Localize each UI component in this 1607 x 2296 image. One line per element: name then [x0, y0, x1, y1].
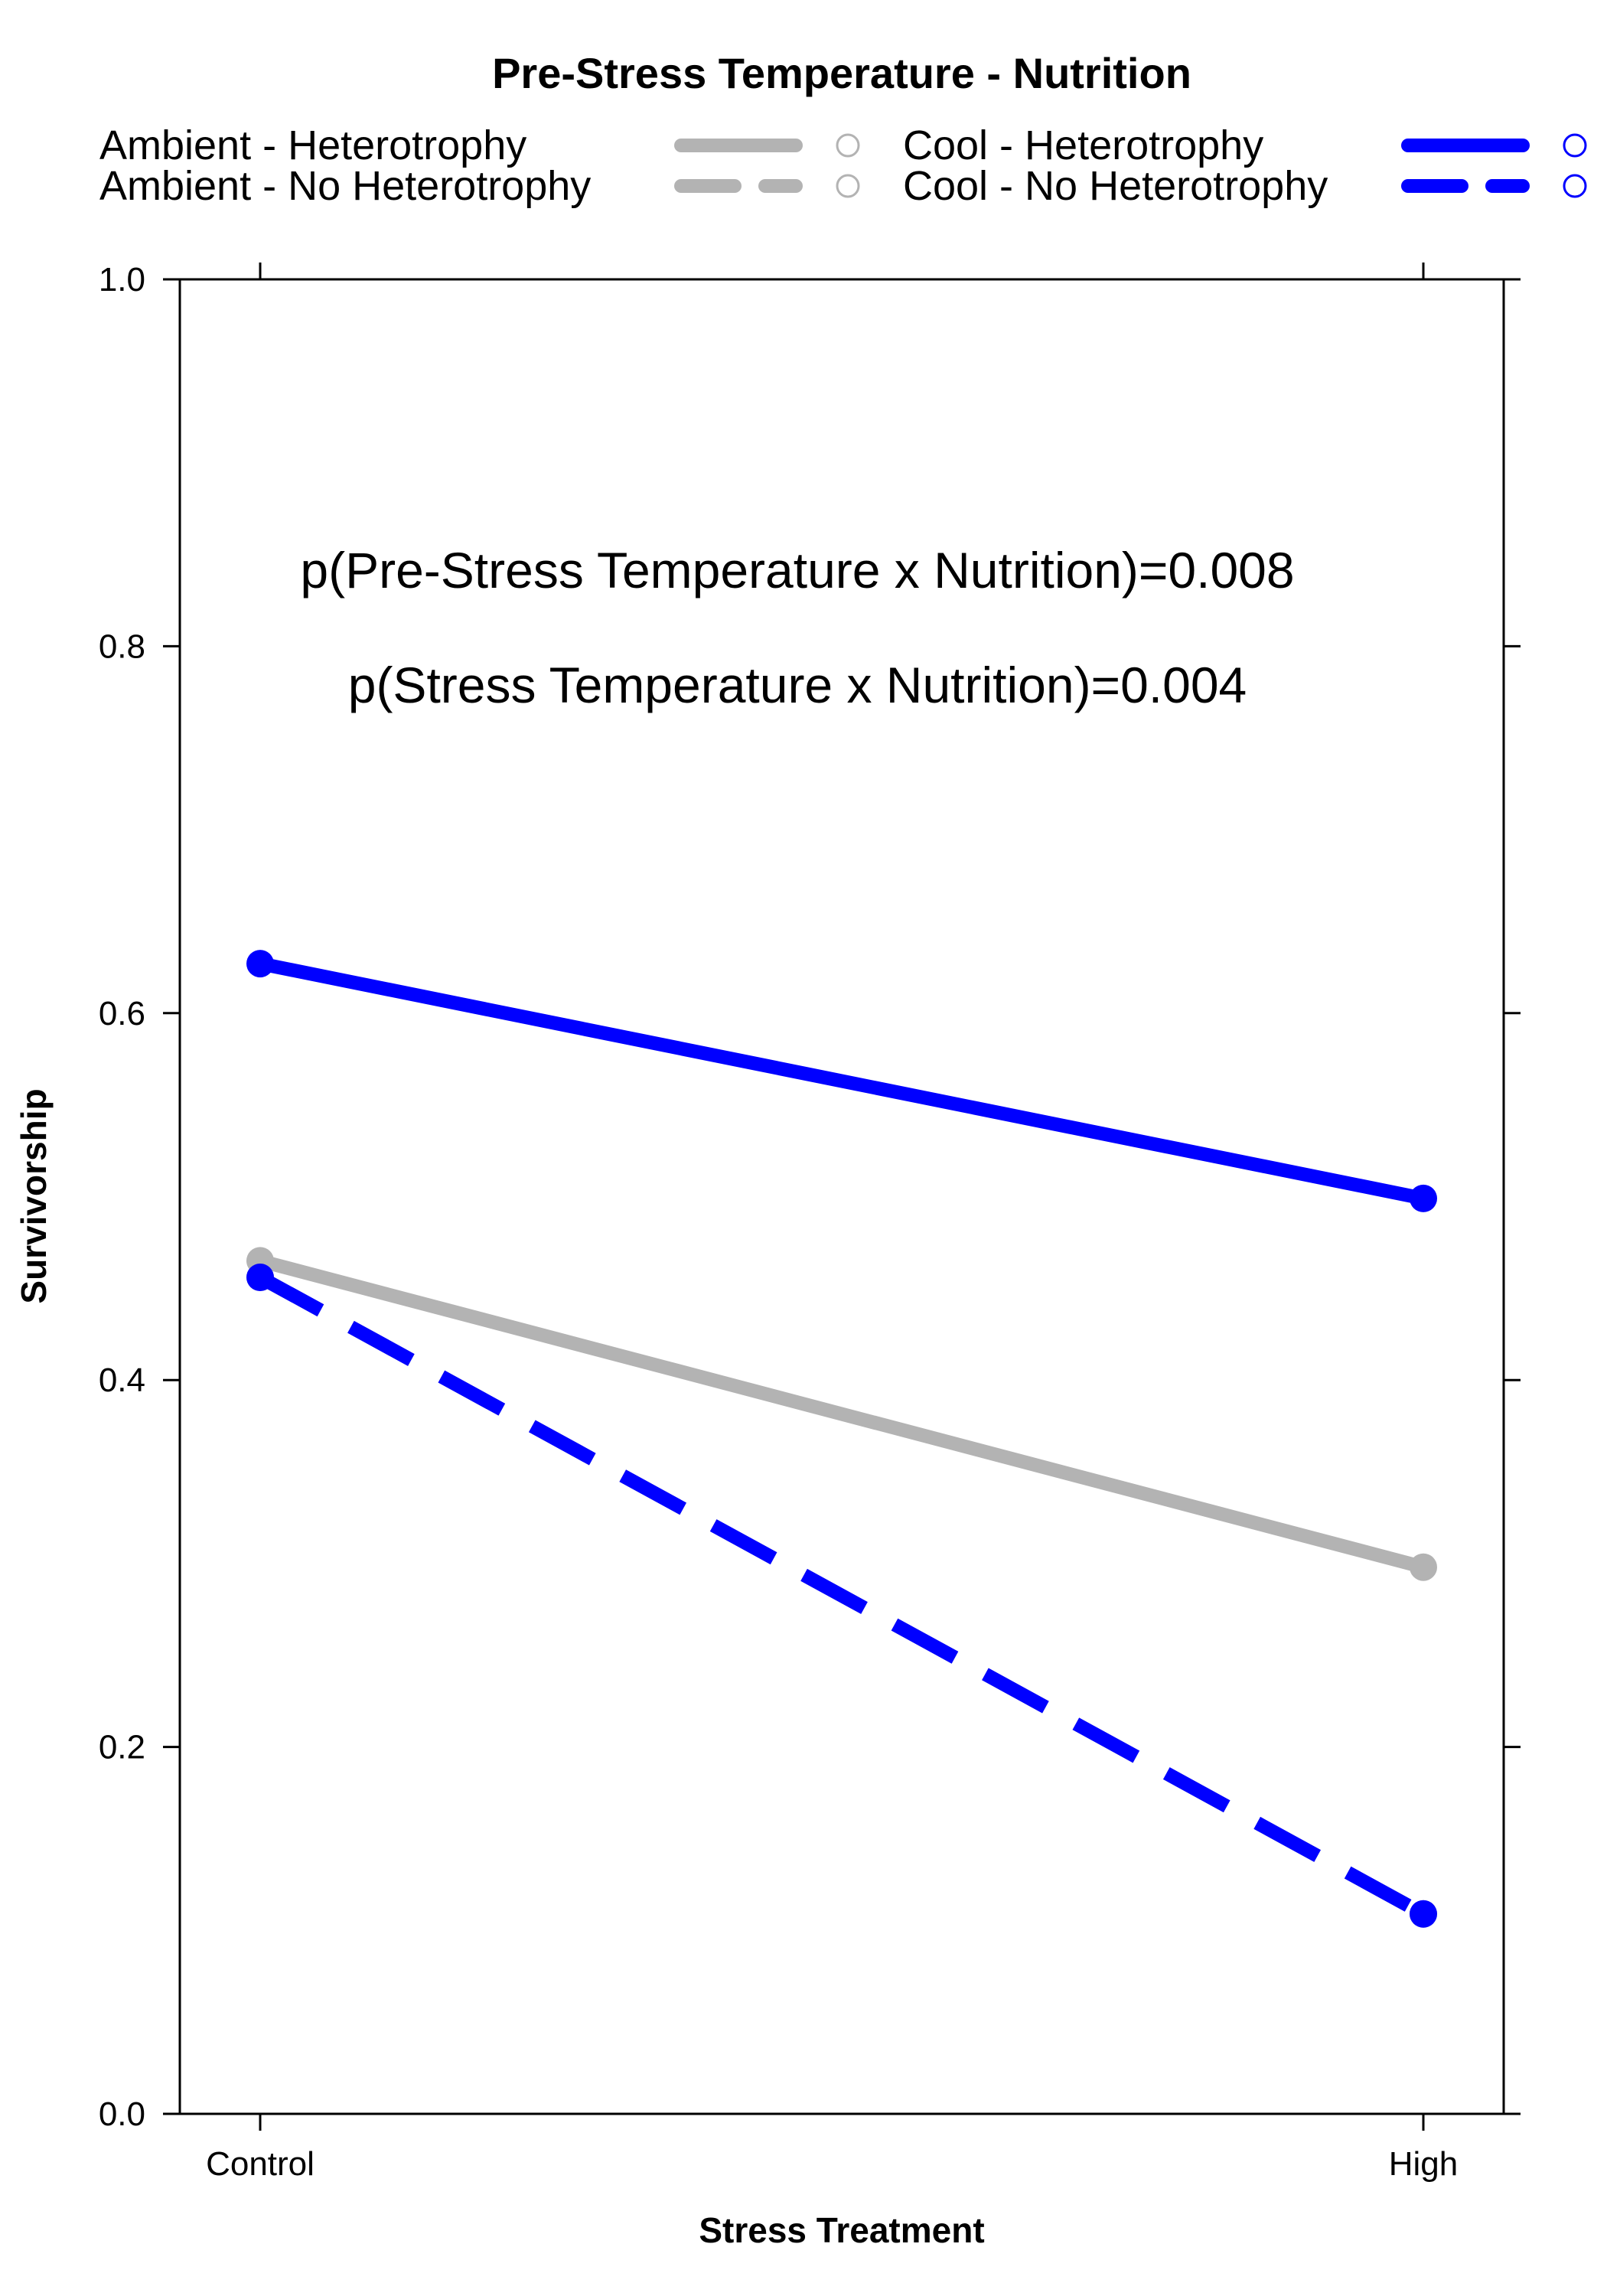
legend-label: Ambient - Heterotrophy	[99, 122, 526, 168]
legend-item: Ambient - No Heterotrophy	[99, 163, 860, 209]
x-tick-label: High	[1389, 2145, 1459, 2183]
y-tick-label: 1.0	[99, 261, 145, 298]
y-tick-label: 0.6	[99, 995, 145, 1032]
legend-label: Ambient - No Heterotrophy	[99, 163, 591, 209]
y-axis-label: Survivorship	[14, 1088, 54, 1303]
x-axis-label: Stress Treatment	[699, 2210, 984, 2250]
series-4	[246, 1263, 1437, 1928]
legend-item: Cool - Heterotrophy	[903, 122, 1587, 168]
x-axis: Control High	[206, 263, 1458, 2183]
legend-label: Cool - Heterotrophy	[903, 122, 1263, 168]
y-tick-label: 0.0	[99, 2095, 145, 2133]
legend-point-swatch	[1563, 174, 1587, 198]
legend-label: Cool - No Heterotrophy	[903, 163, 1328, 209]
data-point	[1410, 1553, 1437, 1581]
x-tick-label: Control	[206, 2145, 315, 2183]
y-tick-label: 0.8	[99, 628, 145, 665]
legend-point-swatch	[836, 133, 860, 158]
legend-point-swatch	[1563, 133, 1587, 158]
series-line	[258, 1254, 1426, 1574]
legend-point-swatch	[836, 174, 860, 198]
annotation-1: p(Pre-Stress Temperature x Nutrition)=0.…	[300, 542, 1294, 598]
data-point	[246, 1263, 274, 1291]
data-point	[1410, 1900, 1437, 1928]
legend-item: Ambient - Heterotrophy	[99, 122, 860, 168]
legend-item: Cool - No Heterotrophy	[903, 163, 1587, 209]
series-1	[246, 1247, 1437, 1581]
y-axis: 0.0 0.2 0.4 0.6 0.8 1.0	[99, 261, 1521, 2133]
annotation-2: p(Stress Temperature x Nutrition)=0.004	[348, 657, 1247, 713]
legend-title: Pre-Stress Temperature - Nutrition	[492, 49, 1191, 97]
y-tick-label: 0.2	[99, 1729, 145, 1766]
series-line	[256, 1271, 1427, 1920]
series-layer	[246, 950, 1437, 1928]
plot-area	[178, 278, 1505, 2115]
series-line	[259, 957, 1425, 1205]
data-point	[1410, 1184, 1437, 1212]
y-tick-label: 0.4	[99, 1362, 145, 1399]
data-point	[246, 950, 274, 978]
series-3	[246, 950, 1437, 1212]
